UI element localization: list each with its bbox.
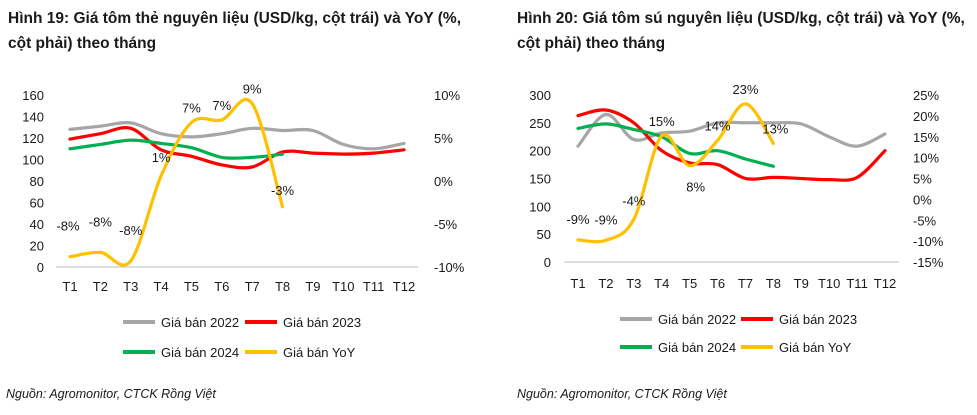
series-line-giá-bán-2023: [68, 126, 406, 170]
x-tick-label: T2: [93, 279, 108, 294]
data-label: -8%: [119, 223, 143, 238]
data-label: 7%: [212, 98, 231, 113]
chart-svg: 0 20 40 60 80 100 120 140 160 10% 5% 0% -5% -10% T1 T2 T…: [22, 82, 465, 360]
data-label: 23%: [732, 82, 758, 97]
x-tick-label: T7: [245, 279, 260, 294]
y-left-tick-label: 40: [30, 217, 44, 232]
y-right-tick-label: 25%: [913, 88, 939, 103]
x-tick-label: T12: [874, 276, 896, 291]
y-right-tick-label: 0%: [434, 174, 453, 189]
y-left-tick-label: 0: [544, 255, 551, 270]
x-tick-label: T3: [123, 279, 138, 294]
y-right-tick-label: 5%: [913, 172, 932, 187]
chart-title: Hình 19: Giá tôm thẻ nguyên liệu (USD/kg…: [8, 10, 462, 52]
data-label: -8%: [89, 214, 113, 229]
legend-label: Giá bán 2024: [161, 345, 239, 360]
y-right-tick-label: -10%: [434, 260, 465, 275]
y-left-tick-label: 100: [22, 153, 44, 168]
x-tick-label: T10: [818, 276, 840, 291]
series-line-giá-bán-2022: [576, 112, 887, 148]
chart-panel-hinh-19: Hình 19: Giá tôm thẻ nguyên liệu (USD/kg…: [0, 0, 488, 415]
legend-label: Giá bán 2022: [161, 315, 239, 330]
x-tick-label: T1: [62, 279, 77, 294]
legend-label: Giá bán 2022: [658, 312, 736, 327]
x-tick-label: T11: [846, 276, 867, 291]
x-tick-label: T5: [184, 279, 199, 294]
y-left-tick-label: 200: [529, 144, 551, 159]
legend-label: Giá bán 2024: [658, 340, 736, 355]
chart-title: Hình 20: Giá tôm sú nguyên liệu (USD/kg,…: [517, 10, 965, 52]
x-tick-label: T7: [738, 276, 753, 291]
chart-svg: 0 50 100 150 200 250 300 25% 20% 15% 10% 5% 0% -5% -10…: [529, 82, 944, 355]
x-tick-label: T1: [570, 276, 585, 291]
x-tick-label: T9: [305, 279, 320, 294]
y-right-tick-label: -15%: [913, 255, 944, 270]
y-right-tick-label: 10%: [434, 88, 460, 103]
y-left-tick-label: 160: [22, 88, 44, 103]
x-tick-label: T5: [682, 276, 697, 291]
data-label: -9%: [594, 212, 618, 227]
y-left-tick-label: 100: [529, 199, 551, 214]
data-label: 14%: [705, 119, 731, 134]
y-left-tick-label: 120: [22, 131, 44, 146]
x-tick-label: T6: [710, 276, 725, 291]
x-tick-label: T8: [766, 276, 781, 291]
data-label: 15%: [649, 114, 675, 129]
x-tick-label: T9: [794, 276, 809, 291]
y-left-tick-label: 250: [529, 116, 551, 131]
x-tick-label: T6: [214, 279, 229, 294]
x-tick-label: T12: [393, 279, 415, 294]
y-right-tick-label: -10%: [913, 234, 944, 249]
data-label: -3%: [271, 183, 295, 198]
x-tick-label: T11: [363, 279, 384, 294]
legend-label: Giá bán 2023: [779, 312, 857, 327]
source-note: Nguồn: Agromonitor, CTCK Rồng Việt: [517, 387, 727, 401]
y-left-tick-label: 140: [22, 110, 44, 125]
x-tick-label: T4: [654, 276, 669, 291]
data-label: 9%: [243, 82, 262, 97]
series-line-giá-bán-2023: [576, 108, 887, 182]
y-left-tick-label: 0: [37, 260, 44, 275]
x-tick-label: T8: [275, 279, 290, 294]
legend-label: Giá bán YoY: [779, 340, 852, 355]
legend-label: Giá bán YoY: [283, 345, 356, 360]
series-line-giá-bán-yoy: [576, 102, 775, 244]
y-left-tick-label: 60: [30, 196, 44, 211]
series-line-giá-bán-yoy: [68, 98, 285, 267]
chart-panel-hinh-20: Hình 20: Giá tôm sú nguyên liệu (USD/kg,…: [511, 0, 977, 415]
y-left-tick-label: 20: [30, 239, 44, 254]
y-right-tick-label: 20%: [913, 109, 939, 124]
y-right-tick-label: -5%: [434, 217, 458, 232]
data-label: 8%: [686, 180, 705, 195]
y-right-tick-label: -5%: [913, 213, 937, 228]
y-right-tick-label: 5%: [434, 131, 453, 146]
y-right-tick-label: 10%: [913, 151, 939, 166]
data-label: -8%: [56, 219, 80, 234]
series-line-giá-bán-2022: [68, 121, 406, 151]
data-label: 1%: [152, 150, 171, 165]
data-label: -4%: [622, 193, 646, 208]
x-tick-label: T2: [598, 276, 613, 291]
y-right-tick-label: 0%: [913, 192, 932, 207]
data-label: -9%: [566, 212, 590, 227]
legend-label: Giá bán 2023: [283, 315, 361, 330]
y-right-tick-label: 15%: [913, 130, 939, 145]
data-label: 7%: [182, 101, 201, 116]
data-label: 13%: [762, 121, 788, 136]
y-left-tick-label: 80: [30, 174, 44, 189]
source-note: Nguồn: Agromonitor, CTCK Rồng Việt: [6, 387, 216, 401]
x-tick-label: T3: [626, 276, 641, 291]
y-left-tick-label: 300: [529, 88, 551, 103]
x-tick-label: T10: [332, 279, 354, 294]
y-left-tick-label: 150: [529, 172, 551, 187]
y-left-tick-label: 50: [537, 227, 551, 242]
x-tick-label: T4: [154, 279, 169, 294]
